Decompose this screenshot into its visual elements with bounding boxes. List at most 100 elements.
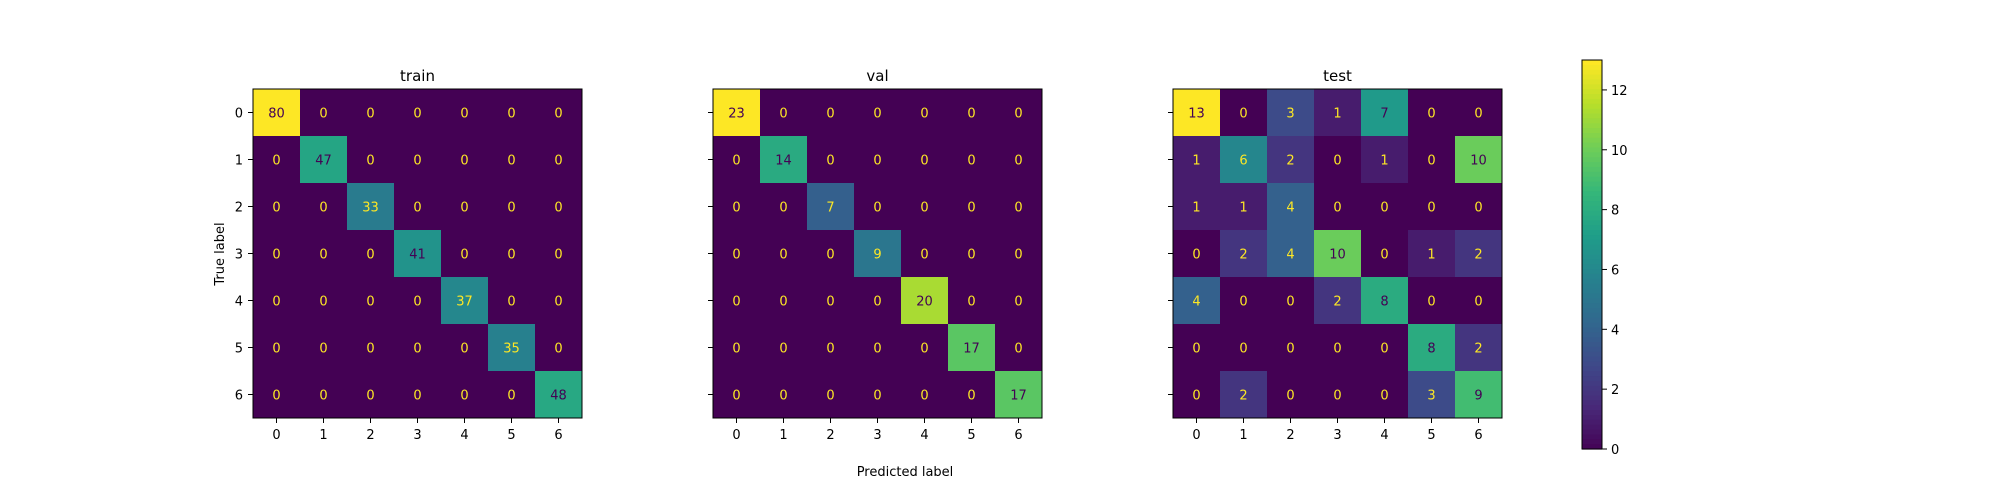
cell-value-label: 0 xyxy=(507,201,515,216)
cell-r5-c3 xyxy=(1314,324,1361,371)
colorbar-segment xyxy=(1582,264,1602,270)
colorbar-segment xyxy=(1582,181,1602,188)
cell-value-label: 0 xyxy=(967,107,975,122)
cell-r5-c6 xyxy=(535,324,582,371)
cell-r1-c1 xyxy=(1220,136,1267,183)
colorbar-segment xyxy=(1582,205,1602,212)
cell-r3-c5 xyxy=(948,230,995,277)
cell-r5-c1 xyxy=(300,324,347,371)
cell-value-label: 0 xyxy=(272,389,280,404)
cell-r3-c3 xyxy=(394,230,441,277)
cell-r1-c5 xyxy=(1408,136,1455,183)
cell-value-label: 0 xyxy=(272,295,280,310)
cell-r2-c6 xyxy=(1455,183,1502,230)
cell-r4-c2 xyxy=(347,277,394,324)
panel-title: test xyxy=(1323,67,1352,85)
x-tick-label: 5 xyxy=(1427,428,1435,443)
cell-r3-c0 xyxy=(1173,230,1220,277)
cell-value-label: 0 xyxy=(967,154,975,169)
cell-r3-c1 xyxy=(300,230,347,277)
cell-value-label: 0 xyxy=(507,107,515,122)
colorbar-segment xyxy=(1582,244,1602,251)
cell-r0-c0 xyxy=(1173,89,1220,136)
cell-r0-c2 xyxy=(807,89,854,136)
cell-r4-c6 xyxy=(1455,277,1502,324)
cell-value-label: 0 xyxy=(1239,342,1247,357)
cell-r2-c0 xyxy=(1173,183,1220,230)
cell-value-label: 0 xyxy=(779,201,787,216)
cell-r4-c3 xyxy=(394,277,441,324)
cell-value-label: 0 xyxy=(319,201,327,216)
cell-r0-c4 xyxy=(1361,89,1408,136)
colorbar-segment xyxy=(1582,424,1602,431)
cell-value-label: 0 xyxy=(413,342,421,357)
colorbar-segment xyxy=(1582,283,1602,290)
colorbar-segment xyxy=(1582,166,1602,173)
cell-value-label: 1 xyxy=(1333,107,1341,122)
cell-value-label: 0 xyxy=(554,295,562,310)
cell-value-label: 0 xyxy=(967,389,975,404)
colorbar-segment xyxy=(1582,147,1602,153)
x-tick-label: 1 xyxy=(779,428,787,443)
cell-r5-c3 xyxy=(394,324,441,371)
cell-r5-c2 xyxy=(347,324,394,371)
cell-r2-c3 xyxy=(394,183,441,230)
colorbar-segment xyxy=(1582,201,1602,207)
colorbar-segment xyxy=(1582,128,1602,134)
colorbar-segment xyxy=(1582,191,1602,197)
cell-value-label: 10 xyxy=(1329,248,1346,263)
colorbar-segment xyxy=(1582,220,1602,226)
cell-value-label: 4 xyxy=(1286,248,1294,263)
panel-train: 80 0 0 0 0 0 00 47 0 0 0 0 00 0 33 0 0 0 00 0 0 41 0 0 00 0 0 0 37 0 0… xyxy=(235,67,583,443)
colorbar-segment xyxy=(1582,157,1602,163)
colorbar-segment xyxy=(1582,312,1602,319)
cell-value-label: 0 xyxy=(826,389,834,404)
x-axis-label: Predicted label xyxy=(857,465,954,480)
cell-r5-c4 xyxy=(901,324,948,371)
cell-r1-c2 xyxy=(1267,136,1314,183)
cell-r2-c4 xyxy=(1361,183,1408,230)
colorbar-segment xyxy=(1582,196,1602,202)
cell-r3-c3 xyxy=(854,230,901,277)
colorbar-segment xyxy=(1582,429,1602,436)
colorbar-segment xyxy=(1582,137,1602,144)
cell-r4-c4 xyxy=(1361,277,1408,324)
colorbar-segment xyxy=(1582,303,1602,309)
cell-r0-c4 xyxy=(441,89,488,136)
cell-r5-c1 xyxy=(760,324,807,371)
cell-r2-c3 xyxy=(1314,183,1361,230)
cell-value-label: 0 xyxy=(1239,295,1247,310)
colorbar-segment xyxy=(1582,230,1602,236)
colorbar-tick-label: 0 xyxy=(1611,443,1619,458)
colorbar-segment xyxy=(1582,103,1602,110)
x-tick-label: 5 xyxy=(507,428,515,443)
cell-r0-c3 xyxy=(394,89,441,136)
cell-value-label: 0 xyxy=(1427,201,1435,216)
colorbar-segment xyxy=(1582,332,1602,338)
cell-r2-c3 xyxy=(854,183,901,230)
colorbar-tick-label: 2 xyxy=(1611,383,1619,398)
cell-value-label: 17 xyxy=(1010,389,1027,404)
colorbar-segment xyxy=(1582,376,1602,382)
cell-value-label: 0 xyxy=(826,154,834,169)
cell-r5-c5 xyxy=(948,324,995,371)
cell-value-label: 1 xyxy=(1239,201,1247,216)
cell-r3-c0 xyxy=(713,230,760,277)
cell-value-label: 0 xyxy=(319,295,327,310)
cell-r3-c1 xyxy=(1220,230,1267,277)
cell-value-label: 2 xyxy=(1333,295,1341,310)
x-tick-label: 1 xyxy=(319,428,327,443)
cell-value-label: 0 xyxy=(779,107,787,122)
cell-value-label: 0 xyxy=(413,107,421,122)
cell-r6-c0 xyxy=(253,371,300,418)
cell-r6-c6 xyxy=(1455,371,1502,418)
colorbar-segment xyxy=(1582,405,1602,411)
colorbar-tick-label: 8 xyxy=(1611,204,1619,219)
cell-value-label: 0 xyxy=(366,154,374,169)
cell-value-label: 2 xyxy=(1239,248,1247,263)
colorbar-segment xyxy=(1582,380,1602,387)
x-tick-label: 0 xyxy=(732,428,740,443)
cell-r0-c2 xyxy=(1267,89,1314,136)
cell-value-label: 0 xyxy=(1380,342,1388,357)
colorbar-segment xyxy=(1582,113,1602,119)
